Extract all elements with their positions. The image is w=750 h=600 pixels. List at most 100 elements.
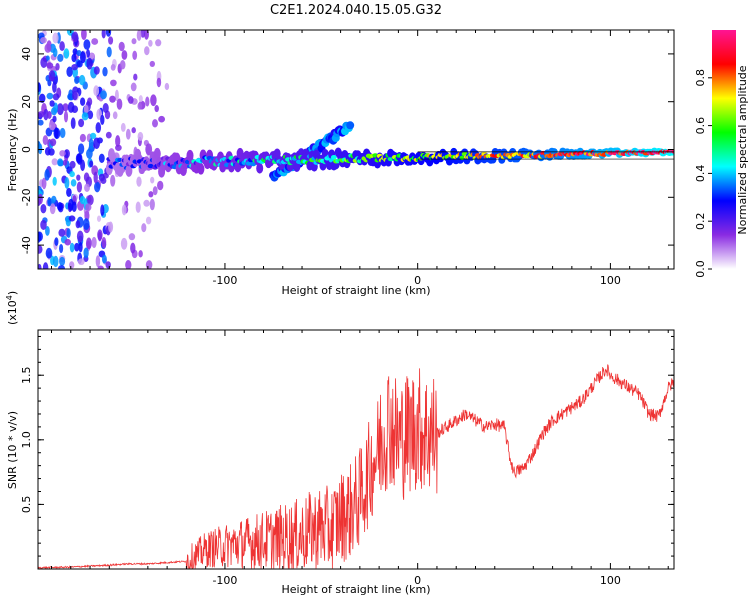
spectrogram-noise-cell (44, 43, 52, 53)
spectrogram-noise-cell (110, 79, 117, 87)
snr-series-line (38, 364, 674, 569)
spectrogram-noise-cell (43, 108, 49, 121)
spectrogram-noise-cell (72, 91, 78, 101)
spectrogram-noise-cell (145, 143, 153, 156)
spectrogram-noise-cell (100, 204, 105, 216)
spectrogram-noise-cell (84, 183, 90, 192)
spectrogram-noise-cell (88, 138, 94, 150)
spectrogram-noise-cell (42, 135, 49, 146)
spectrogram-noise-cell (115, 135, 121, 148)
spectrogram-noise-cell (58, 265, 65, 269)
spectrogram-noise-cell (85, 237, 92, 250)
spectrogram-noise-cell (130, 82, 137, 92)
spectrogram-noise-cell (91, 236, 97, 249)
spectrogram-noise-cell (49, 138, 57, 147)
spectrogram-noise-cell (114, 89, 119, 102)
spectrogram-noise-cell (78, 241, 83, 253)
spectrogram-noise-cell (125, 260, 132, 269)
spectrogram-noise-cell (71, 64, 78, 71)
spectrogram-noise-cell (83, 218, 90, 230)
spectrogram-noise-cell (85, 49, 91, 58)
spectrogram-noise-cell (64, 177, 70, 189)
spectrogram-noise-cell (121, 50, 128, 60)
spectrogram-noise-cell (96, 215, 102, 222)
spectrogram-noise-cell (70, 179, 77, 187)
spectrogram-noise-cell (131, 127, 136, 134)
spectrogram-noise-cell (52, 93, 60, 101)
spectrogram-noise-cell (106, 46, 112, 58)
spectrogram-trace-halo (197, 163, 205, 175)
spectrogram-noise-cell (149, 198, 155, 211)
spectrogram-noise-cell (115, 144, 122, 151)
spectrogram-noise-cell (120, 237, 128, 250)
spectrogram-noise-cell (97, 265, 104, 269)
spectrogram-x-ticks: -100 0 100 (50, 30, 669, 287)
spectrogram-trace-cell (330, 155, 337, 160)
spectrogram-trace-halo (256, 162, 264, 174)
spectrogram-noise-cell (74, 242, 80, 252)
spectrogram-trace-halo (125, 164, 133, 177)
spectrogram-noise-cell (128, 233, 136, 241)
spectrogram-noise-cell (59, 41, 65, 52)
spectrogram-noise-cell (95, 122, 102, 134)
spectrogram-noise-cell (69, 171, 75, 178)
spectrogram-noise-cell (49, 203, 56, 215)
spectrogram-noise-cell (51, 158, 58, 166)
spectrogram-noise-cell (52, 255, 59, 268)
figure-title: C2E1.2024.040.15.05.G32 (270, 3, 442, 18)
spectrogram-noise-cell (48, 70, 56, 82)
spectrogram-noise-cell (144, 46, 150, 56)
spectrogram-noise-cell (130, 242, 136, 254)
spectrogram-noise-cell (91, 38, 99, 45)
spectrogram-noise-cell (40, 219, 47, 230)
spectrogram-noise-cell (71, 31, 79, 43)
spectrogram-noise-cell (93, 137, 101, 149)
x-tick-label: 100 (600, 274, 621, 287)
spectrogram-noise-cell (83, 104, 89, 114)
spectrogram-noise-cell (44, 169, 50, 181)
spectrogram-noise-cell (72, 48, 78, 55)
spectrogram-noise-cell (127, 96, 134, 104)
spectrogram-noise-cell (56, 202, 63, 211)
spectrogram-noise-cell (85, 203, 92, 212)
spectrogram-noise-cell (83, 39, 91, 50)
spectrogram-noise-cell (112, 111, 118, 120)
colorbar-bar (712, 30, 736, 269)
spectrogram-noise-cell (118, 41, 125, 52)
spectrogram-trace-cell (250, 161, 257, 167)
spectrogram-noise-cell (57, 158, 64, 167)
spectrogram-noise-cell (148, 191, 154, 198)
spectrogram-noise-cell (55, 62, 60, 71)
colorbar: 0.0 0.2 0.4 0.6 0.8 Normalized spectral ampl… (694, 30, 749, 278)
spectrogram-noise-cell (87, 194, 94, 206)
spectrogram-noise-cell (133, 73, 138, 81)
colorbar-tick-label: 0.2 (694, 212, 707, 230)
spectrogram-noise-cell (137, 102, 143, 110)
spectrogram-noise-cell (46, 92, 54, 100)
spectrogram-noise-cell (102, 66, 108, 77)
spectrogram-noise-cell (76, 174, 81, 181)
x-tick-label: -100 (212, 274, 237, 287)
spectrogram-noise-cell (150, 176, 155, 184)
spectrogram-noise-cell (74, 76, 80, 85)
colorbar-tick-label: 0.8 (694, 69, 707, 87)
spectrogram-y-axis-title: Frequency (Hz) (6, 109, 19, 192)
spectrogram-noise-cell (78, 74, 86, 86)
spectrogram-noise-cell (75, 153, 82, 164)
spectrogram-noise-cell (69, 160, 76, 169)
spectrogram-noise-cell (108, 36, 114, 45)
spectrogram-noise-cell (145, 260, 153, 269)
spectrogram-secondary-cell (346, 121, 355, 130)
spectrogram-noise-cell (77, 258, 85, 266)
spectrogram-noise-cell (40, 57, 48, 68)
spectrogram-noise-cell (93, 171, 98, 184)
y-tick-label: 20 (20, 95, 33, 109)
spectrogram-noise-cell (110, 174, 116, 187)
spectrogram-noise-cell (79, 195, 86, 205)
snr-x-ticks: -100 0 100 (50, 330, 669, 587)
y-tick-label: 0 (20, 146, 33, 153)
spectrogram-noise-cell (75, 220, 81, 229)
colorbar-tick-label: 0.0 (694, 260, 707, 278)
spectrogram-x-axis-title: Height of straight line (km) (281, 284, 430, 297)
snr-plot-area (38, 330, 674, 569)
